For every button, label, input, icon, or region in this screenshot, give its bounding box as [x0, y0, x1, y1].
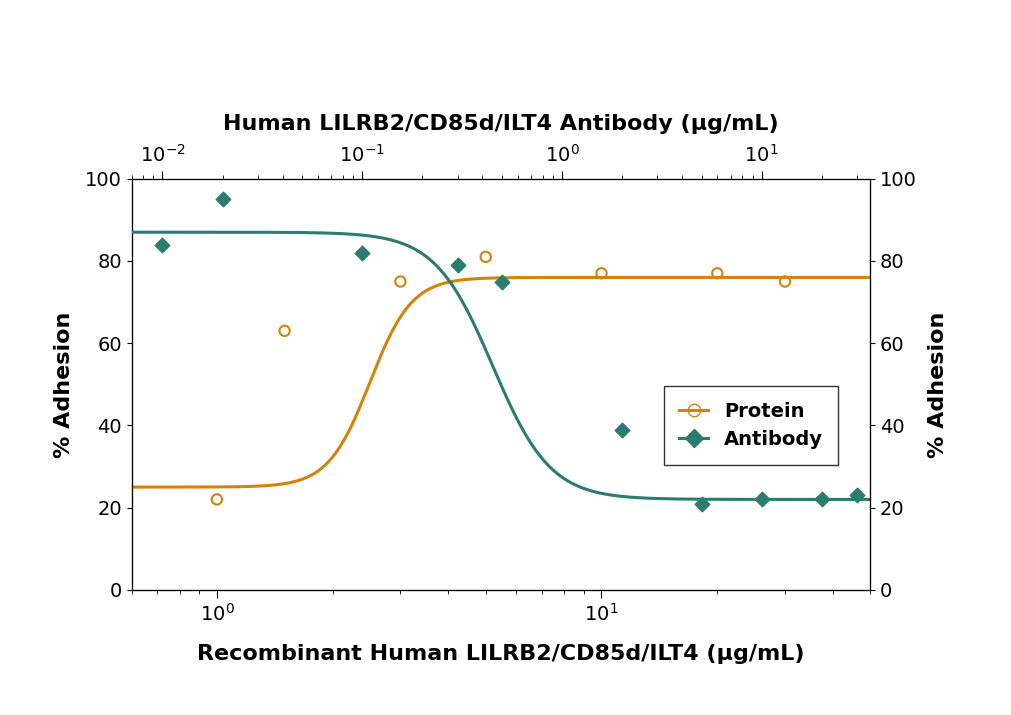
Point: [392, 276, 408, 287]
Point: [477, 251, 493, 262]
Y-axis label: % Adhesion: % Adhesion: [927, 311, 947, 458]
Point: [493, 276, 510, 287]
Point: [214, 194, 231, 205]
Point: [848, 490, 864, 501]
Point: [709, 267, 725, 279]
Point: [693, 498, 709, 509]
Point: [776, 276, 793, 287]
Y-axis label: % Adhesion: % Adhesion: [54, 311, 74, 458]
Point: [208, 493, 224, 505]
Point: [813, 493, 829, 505]
Point: [753, 493, 769, 505]
Legend: Protein, Antibody: Protein, Antibody: [663, 386, 837, 465]
X-axis label: Human LILRB2/CD85d/ILT4 Antibody (μg/mL): Human LILRB2/CD85d/ILT4 Antibody (μg/mL): [222, 114, 778, 134]
Point: [155, 239, 171, 250]
X-axis label: Recombinant Human LILRB2/CD85d/ILT4 (μg/mL): Recombinant Human LILRB2/CD85d/ILT4 (μg/…: [197, 644, 804, 664]
Point: [354, 247, 370, 259]
Point: [449, 260, 465, 271]
Point: [614, 424, 630, 435]
Point: [276, 325, 292, 337]
Point: [592, 267, 609, 279]
Point: [93, 478, 109, 489]
